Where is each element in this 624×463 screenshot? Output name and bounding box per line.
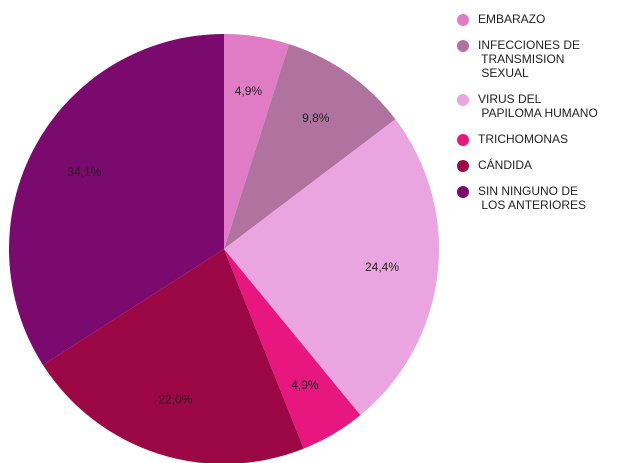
legend-label: CÁNDIDA [478, 157, 532, 172]
legend-label: INFECCIONES DE TRANSMISION SEXUAL [478, 38, 580, 80]
pie-slice [42, 249, 304, 463]
legend-label: SIN NINGUNO DE LOS ANTERIORES [478, 184, 586, 212]
legend-marker [457, 40, 469, 52]
legend-marker [457, 134, 469, 146]
data-label: 22,0% [158, 393, 192, 407]
pie-slice [224, 34, 290, 249]
data-label: 4,9% [235, 84, 263, 98]
legend-label: TRICHOMONAS [478, 132, 568, 146]
pie-slice [9, 34, 224, 365]
legend-marker [457, 14, 469, 26]
legend-marker [457, 94, 469, 106]
pie-slice [224, 249, 361, 449]
data-label: 34,1% [67, 165, 101, 179]
legend-label: VIRUS DEL PAPILOMA HUMANO [478, 92, 598, 120]
legend-marker [457, 186, 469, 198]
legend-marker [457, 160, 469, 172]
pie-slice [224, 44, 396, 249]
pie-slice [224, 119, 439, 416]
data-label: 24,4% [365, 260, 399, 274]
legend-label: EMBARAZO [478, 12, 545, 26]
data-label: 4,9% [291, 378, 319, 392]
data-label: 9,8% [302, 111, 330, 125]
